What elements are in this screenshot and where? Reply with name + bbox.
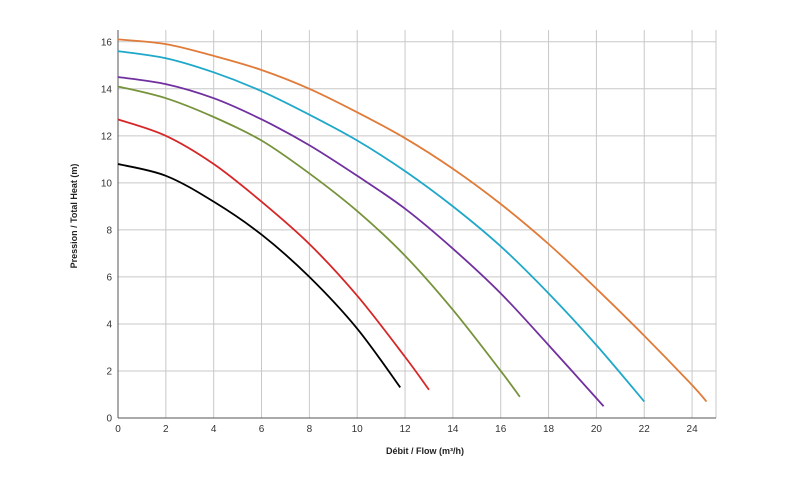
series-line-2 <box>117 118 430 391</box>
y-tick-label: 12 <box>101 131 113 142</box>
y-tick-label: 0 <box>106 414 112 425</box>
x-tick-label: 22 <box>639 424 651 435</box>
x-tick-label: 14 <box>447 424 459 435</box>
series-line-5 <box>117 50 645 403</box>
series-curves <box>117 38 708 407</box>
series-line-4 <box>117 76 605 407</box>
y-tick-labels: 0 2 4 6 8 10 12 14 16 <box>101 37 113 424</box>
x-tick-label: 8 <box>307 424 313 435</box>
x-tick-label: 10 <box>352 424 364 435</box>
x-tick-label: 2 <box>163 424 169 435</box>
y-tick-label: 8 <box>106 225 112 236</box>
series-line-1 <box>117 163 401 388</box>
x-tick-label: 18 <box>543 424 555 435</box>
x-axis-title: Débit / Flow (m³/h) <box>386 446 464 456</box>
y-tick-label: 14 <box>101 84 113 95</box>
gridlines <box>117 30 717 419</box>
y-tick-label: 2 <box>106 366 112 377</box>
series-line-6 <box>117 38 708 403</box>
x-tick-label: 6 <box>259 424 265 435</box>
x-tick-label: 20 <box>591 424 603 435</box>
x-tick-label: 24 <box>687 424 699 435</box>
series-line-3 <box>117 85 521 398</box>
x-tick-label: 12 <box>399 424 411 435</box>
y-tick-label: 10 <box>101 178 113 189</box>
y-tick-label: 4 <box>106 319 112 330</box>
x-tick-label: 4 <box>211 424 217 435</box>
y-tick-label: 16 <box>101 37 113 48</box>
x-tick-labels: 0 2 4 6 8 10 12 14 16 18 20 22 24 <box>115 424 698 435</box>
y-tick-label: 6 <box>106 272 112 283</box>
x-tick-label: 16 <box>495 424 507 435</box>
axes <box>117 30 716 419</box>
y-axis-title: Pression / Total Heat (m) <box>69 164 79 269</box>
x-tick-label: 0 <box>115 424 121 435</box>
